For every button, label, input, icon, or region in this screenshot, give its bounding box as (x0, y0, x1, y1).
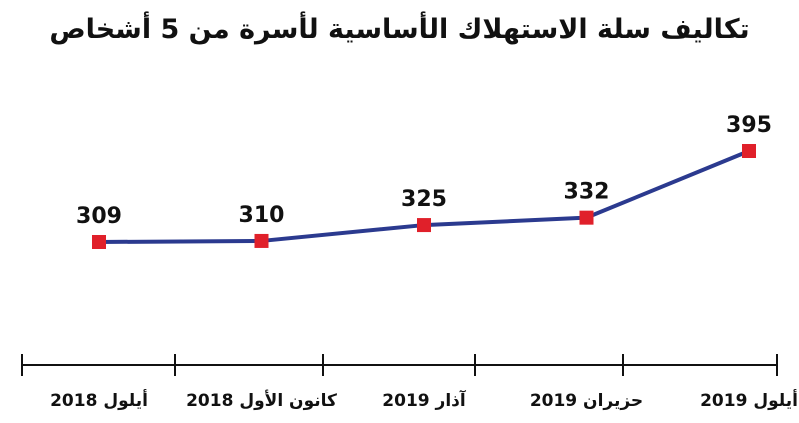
data-label: 325 (401, 187, 447, 212)
data-point-marker (417, 218, 431, 233)
data-point-marker (579, 210, 594, 225)
x-axis-tick-labels: أيلول 2018 كانون الأول 2018 آذار 2019 حزيرا… (50, 389, 798, 411)
chart-title: تكاليف سلة الاستهلاك الأساسية لأسرة من 5… (49, 14, 750, 45)
data-label: 332 (564, 180, 610, 205)
data-label: 309 (76, 204, 122, 229)
data-label: 310 (239, 203, 285, 228)
data-label: 395 (726, 113, 772, 138)
data-markers (92, 144, 756, 249)
x-axis-ticks (21, 354, 778, 376)
data-labels: 309 310 325 332 395 (76, 113, 772, 229)
x-tick-label: حزيران 2019 (530, 391, 643, 411)
x-tick-label: آذار 2019 (382, 389, 467, 411)
data-point-marker (254, 233, 269, 248)
x-axis: أيلول 2018 كانون الأول 2018 آذار 2019 حزيرا… (21, 354, 798, 411)
x-tick-label: كانون الأول 2018 (186, 390, 337, 411)
data-point-marker (742, 144, 756, 158)
data-point-marker (92, 235, 106, 249)
x-tick-label: أيلول 2019 (700, 389, 798, 411)
x-tick-label: أيلول 2018 (50, 389, 148, 411)
